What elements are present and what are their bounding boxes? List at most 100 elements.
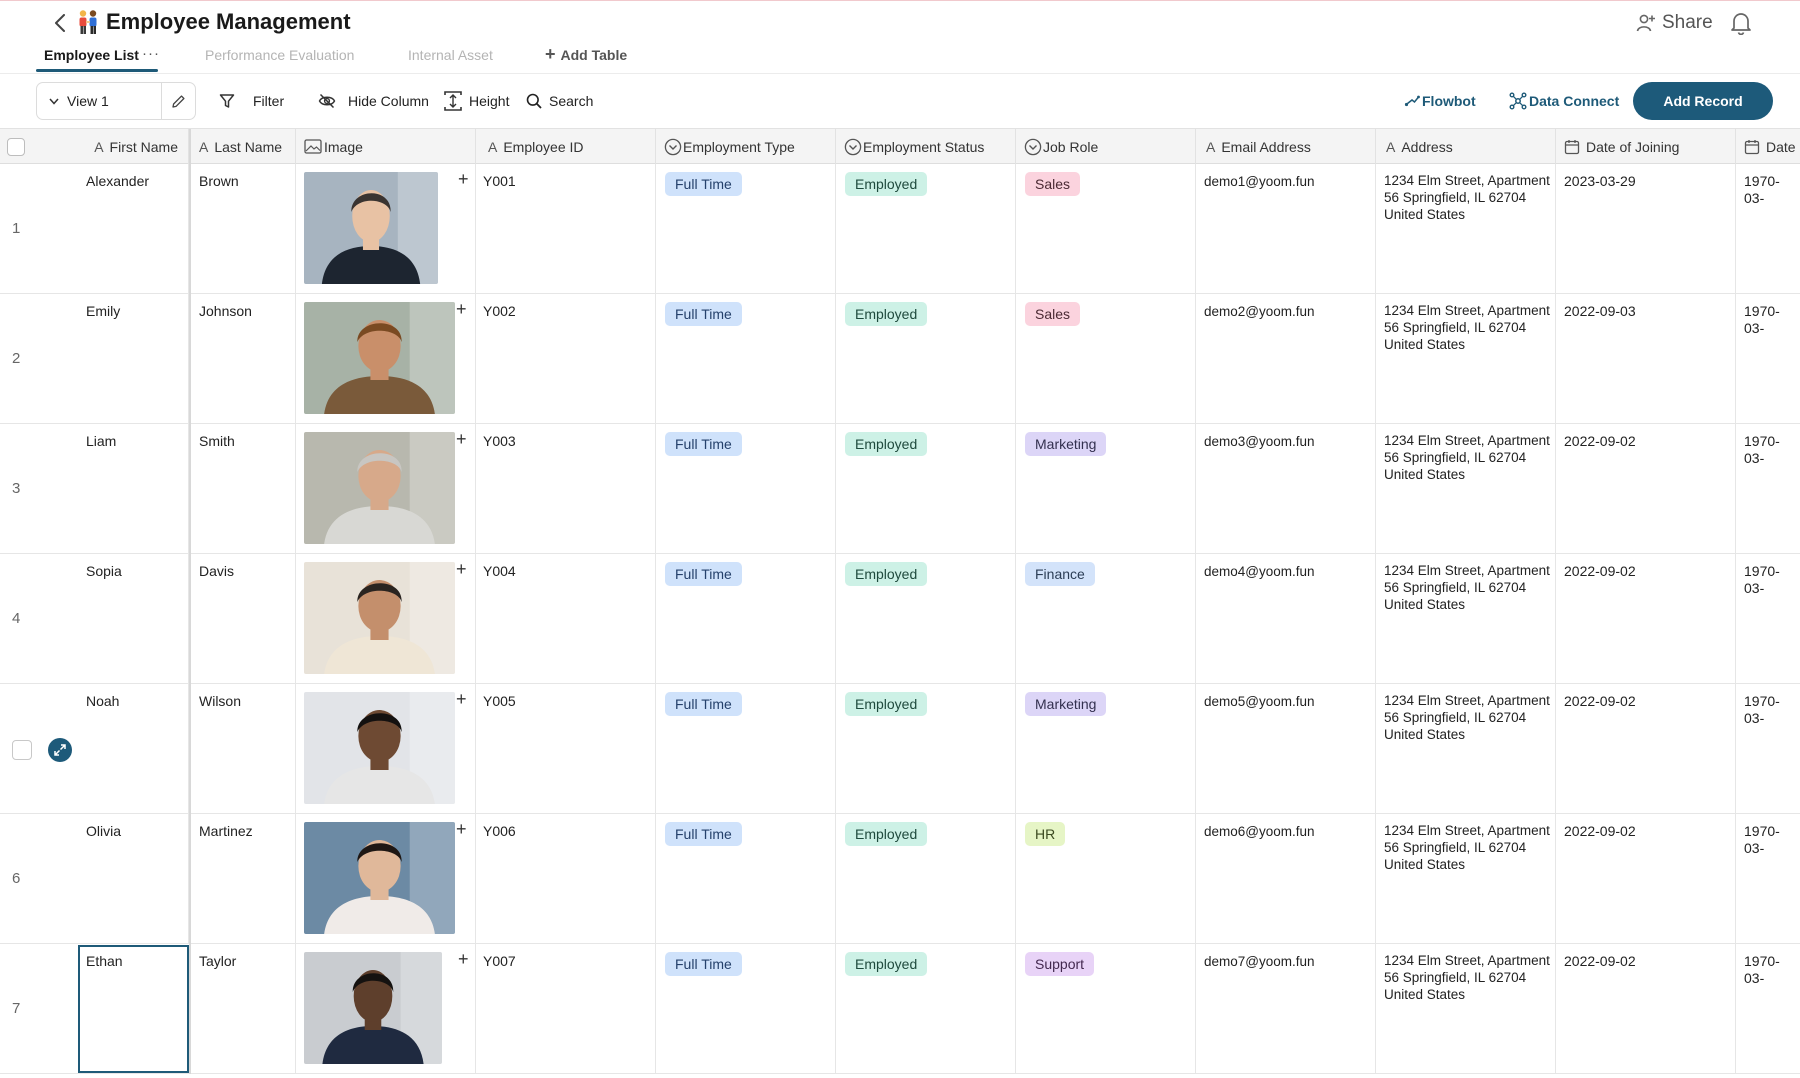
date-partial-cell[interactable]: 1970-03- bbox=[1736, 424, 1800, 554]
address-cell[interactable]: 1234 Elm Street, Apartment 56 Springfiel… bbox=[1376, 164, 1556, 294]
select-all-checkbox[interactable] bbox=[7, 138, 25, 156]
add-image-plus-icon[interactable]: + bbox=[456, 559, 467, 579]
date-of-joining-cell[interactable]: 2022-09-02 bbox=[1556, 684, 1736, 814]
employment-type-cell[interactable]: Full Time bbox=[656, 814, 836, 944]
image-cell[interactable]: + bbox=[296, 554, 476, 684]
first-name-cell[interactable]: Noah bbox=[78, 684, 189, 814]
employment-status-cell[interactable]: Employed bbox=[836, 554, 1016, 684]
last-name-cell[interactable]: Taylor bbox=[189, 944, 296, 1074]
column-header-date-of-joining[interactable]: Date of Joining bbox=[1556, 129, 1736, 164]
employment-status-cell[interactable]: Employed bbox=[836, 814, 1016, 944]
add-table-button[interactable]: + Add Table bbox=[545, 44, 627, 72]
image-cell[interactable]: + bbox=[296, 424, 476, 554]
date-of-joining-cell[interactable]: 2023-03-29 bbox=[1556, 164, 1736, 294]
table-row[interactable]: 6 Olivia Martinez + Y006 Fu bbox=[0, 814, 1800, 944]
employment-type-cell[interactable]: Full Time bbox=[656, 944, 836, 1074]
email-cell[interactable]: demo6@yoom.fun bbox=[1196, 814, 1376, 944]
email-cell[interactable]: demo4@yoom.fun bbox=[1196, 554, 1376, 684]
add-image-plus-icon[interactable]: + bbox=[458, 169, 469, 189]
column-header-date-partial[interactable]: Date bbox=[1736, 129, 1800, 164]
add-image-plus-icon[interactable]: + bbox=[456, 429, 467, 449]
date-of-joining-cell[interactable]: 2022-09-02 bbox=[1556, 814, 1736, 944]
date-partial-cell[interactable]: 1970-03- bbox=[1736, 164, 1800, 294]
last-name-cell[interactable]: Wilson bbox=[189, 684, 296, 814]
image-cell[interactable]: + bbox=[296, 164, 476, 294]
add-image-plus-icon[interactable]: + bbox=[456, 819, 467, 839]
job-role-cell[interactable]: Sales bbox=[1016, 294, 1196, 424]
first-name-cell[interactable]: Liam bbox=[78, 424, 189, 554]
table-row[interactable]: 2 Emily Johnson + Y002 Full bbox=[0, 294, 1800, 424]
table-row[interactable]: 4 Sopia Davis + Y004 Full T bbox=[0, 554, 1800, 684]
address-cell[interactable]: 1234 Elm Street, Apartment 56 Springfiel… bbox=[1376, 944, 1556, 1074]
first-name-cell[interactable]: Alexander bbox=[78, 164, 189, 294]
filter-button[interactable]: Filter bbox=[219, 89, 284, 113]
address-cell[interactable]: 1234 Elm Street, Apartment 56 Springfiel… bbox=[1376, 294, 1556, 424]
employment-type-cell[interactable]: Full Time bbox=[656, 554, 836, 684]
more-options-icon[interactable]: ··· bbox=[142, 45, 160, 62]
employee-photo[interactable] bbox=[304, 692, 455, 804]
add-record-button[interactable]: Add Record bbox=[1633, 82, 1773, 120]
address-cell[interactable]: 1234 Elm Street, Apartment 56 Springfiel… bbox=[1376, 424, 1556, 554]
employee-photo[interactable] bbox=[304, 172, 438, 284]
date-partial-cell[interactable]: 1970-03- bbox=[1736, 944, 1800, 1074]
column-header-first-name[interactable]: A First Name bbox=[0, 129, 189, 164]
column-header-employee-id[interactable]: A Employee ID bbox=[476, 129, 656, 164]
date-of-joining-cell[interactable]: 2022-09-02 bbox=[1556, 424, 1736, 554]
column-header-employment-type[interactable]: Employment Type bbox=[656, 129, 836, 164]
employment-type-cell[interactable]: Full Time bbox=[656, 294, 836, 424]
row-height-button[interactable]: Height bbox=[443, 89, 509, 113]
address-cell[interactable]: 1234 Elm Street, Apartment 56 Springfiel… bbox=[1376, 684, 1556, 814]
email-cell[interactable]: demo7@yoom.fun bbox=[1196, 944, 1376, 1074]
employment-status-cell[interactable]: Employed bbox=[836, 684, 1016, 814]
expand-record-icon[interactable] bbox=[48, 738, 72, 762]
email-cell[interactable]: demo1@yoom.fun bbox=[1196, 164, 1376, 294]
first-name-cell[interactable]: Ethan bbox=[78, 945, 189, 1073]
view-dropdown[interactable]: View 1 bbox=[37, 83, 161, 119]
column-header-job-role[interactable]: Job Role bbox=[1016, 129, 1196, 164]
employment-status-cell[interactable]: Employed bbox=[836, 294, 1016, 424]
last-name-cell[interactable]: Davis bbox=[189, 554, 296, 684]
date-partial-cell[interactable]: 1970-03- bbox=[1736, 814, 1800, 944]
employee-id-cell[interactable]: Y003 bbox=[476, 424, 656, 554]
employee-photo[interactable] bbox=[304, 822, 455, 934]
employee-id-cell[interactable]: Y007 bbox=[476, 944, 656, 1074]
employment-status-cell[interactable]: Employed bbox=[836, 944, 1016, 1074]
date-of-joining-cell[interactable]: 2022-09-03 bbox=[1556, 294, 1736, 424]
last-name-cell[interactable]: Smith bbox=[189, 424, 296, 554]
employee-photo[interactable] bbox=[304, 432, 455, 544]
hide-column-button[interactable]: Hide Column bbox=[318, 89, 429, 113]
date-partial-cell[interactable]: 1970-03- bbox=[1736, 554, 1800, 684]
date-partial-cell[interactable]: 1970-03- bbox=[1736, 294, 1800, 424]
back-chevron-icon[interactable] bbox=[50, 11, 70, 35]
employee-id-cell[interactable]: Y001 bbox=[476, 164, 656, 294]
tab-performance-evaluation[interactable]: Performance Evaluation bbox=[205, 47, 355, 63]
email-cell[interactable]: demo5@yoom.fun bbox=[1196, 684, 1376, 814]
bell-icon[interactable] bbox=[1730, 11, 1754, 36]
job-role-cell[interactable]: HR bbox=[1016, 814, 1196, 944]
last-name-cell[interactable]: Brown bbox=[189, 164, 296, 294]
first-name-cell[interactable]: Sopia bbox=[78, 554, 189, 684]
add-image-plus-icon[interactable]: + bbox=[456, 689, 467, 709]
column-header-employment-status[interactable]: Employment Status bbox=[836, 129, 1016, 164]
employment-status-cell[interactable]: Employed bbox=[836, 424, 1016, 554]
table-row[interactable]: Noah Wilson + Y005 Full Time bbox=[0, 684, 1800, 814]
last-name-cell[interactable]: Johnson bbox=[189, 294, 296, 424]
image-cell[interactable]: + bbox=[296, 814, 476, 944]
column-header-image[interactable]: Image bbox=[296, 129, 476, 164]
job-role-cell[interactable]: Sales bbox=[1016, 164, 1196, 294]
job-role-cell[interactable]: Marketing bbox=[1016, 684, 1196, 814]
employee-photo[interactable] bbox=[304, 952, 442, 1064]
employment-status-cell[interactable]: Employed bbox=[836, 164, 1016, 294]
employment-type-cell[interactable]: Full Time bbox=[656, 164, 836, 294]
email-cell[interactable]: demo2@yoom.fun bbox=[1196, 294, 1376, 424]
employment-type-cell[interactable]: Full Time bbox=[656, 424, 836, 554]
employee-photo[interactable] bbox=[304, 302, 455, 414]
address-cell[interactable]: 1234 Elm Street, Apartment 56 Springfiel… bbox=[1376, 814, 1556, 944]
table-row[interactable]: 7 Ethan Taylor + Y007 Full bbox=[0, 944, 1800, 1074]
last-name-cell[interactable]: Martinez bbox=[189, 814, 296, 944]
image-cell[interactable]: + bbox=[296, 294, 476, 424]
employee-photo[interactable] bbox=[304, 562, 455, 674]
flowbot-button[interactable]: Flowbot bbox=[1404, 89, 1476, 113]
email-cell[interactable]: demo3@yoom.fun bbox=[1196, 424, 1376, 554]
date-of-joining-cell[interactable]: 2022-09-02 bbox=[1556, 944, 1736, 1074]
